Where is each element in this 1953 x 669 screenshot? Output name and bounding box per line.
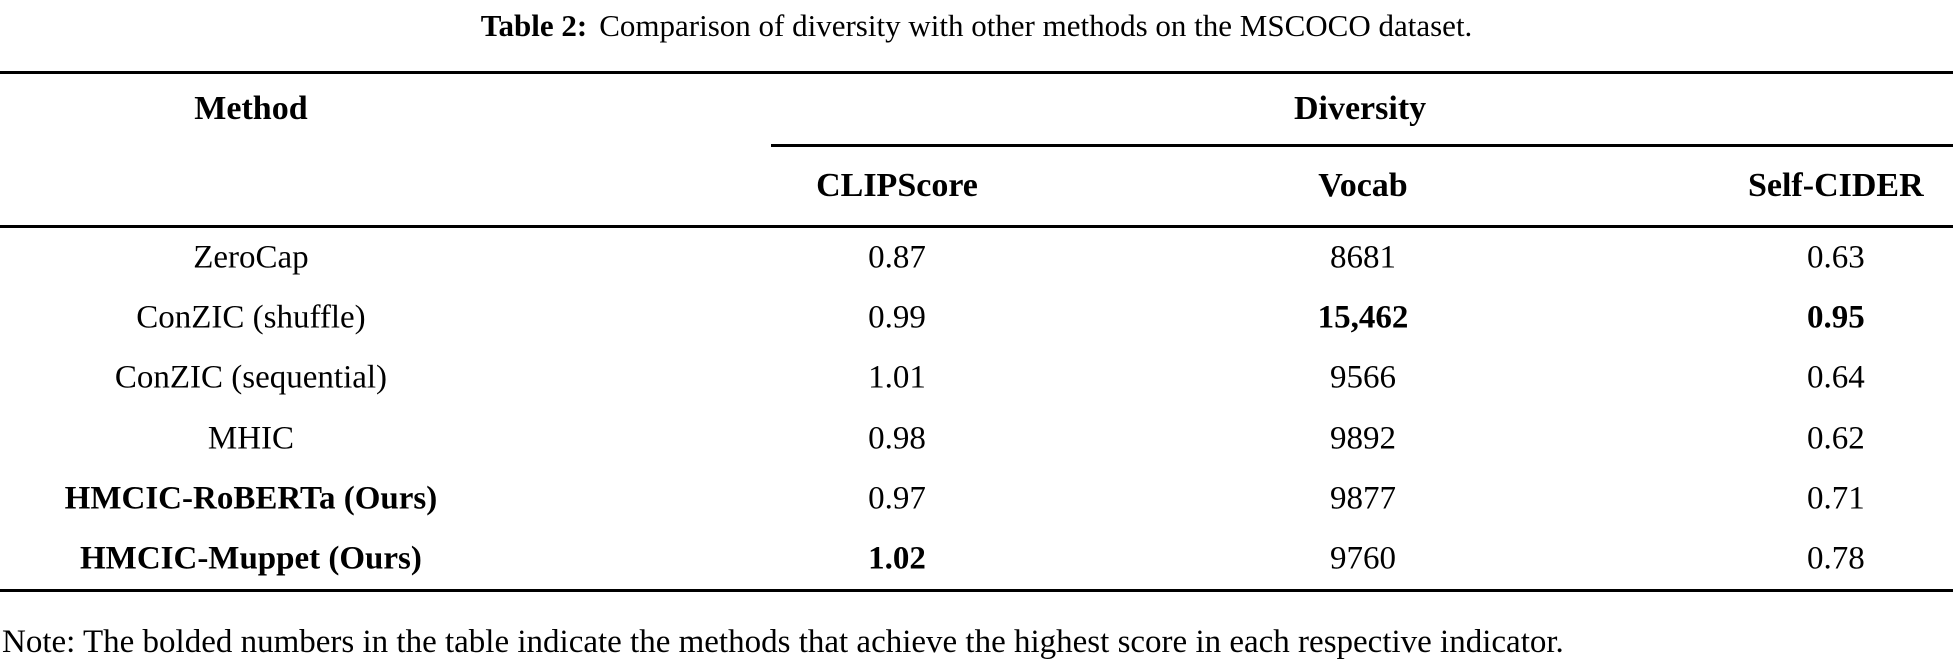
table-row-conzic-sequential: ConZIC (sequential) 1.01 9566 0.64 (0, 348, 1953, 408)
table-bottom-rule (0, 589, 1953, 592)
header-bottom-rule (0, 225, 1953, 228)
header-row-subcolumns: CLIPScore Vocab Self-CIDER (0, 147, 1953, 225)
table-caption: Table 2: Comparison of diversity with oth… (0, 6, 1953, 46)
method-cell: HMCIC-Muppet (Ours) (80, 540, 422, 577)
caption-text: Comparison of diversity with other metho… (599, 8, 1473, 43)
header-row-groups: Method Diversity (0, 74, 1953, 144)
clipscore-cell: 0.87 (868, 239, 926, 276)
table-row-hmcic-roberta: HMCIC-RoBERTa (Ours) 0.97 9877 0.71 (0, 469, 1953, 529)
clipscore-cell: 1.01 (868, 359, 926, 396)
table-body: ZeroCap 0.87 8681 0.63 ConZIC (shuffle) … (0, 228, 1953, 589)
table-row-hmcic-muppet: HMCIC-Muppet (Ours) 1.02 9760 0.78 (0, 529, 1953, 589)
caption-label: Table 2: (480, 8, 588, 43)
vocab-cell: 9760 (1329, 540, 1396, 577)
column-header-vocab: Vocab (1318, 167, 1408, 204)
vocab-cell: 9877 (1329, 480, 1396, 517)
table-row-zerocap: ZeroCap 0.87 8681 0.63 (0, 228, 1953, 288)
table-row-conzic-shuffle: ConZIC (shuffle) 0.99 15,462 0.95 (0, 288, 1953, 348)
column-header-clipscore: CLIPScore (816, 167, 978, 204)
self-cider-cell: 0.62 (1806, 420, 1865, 457)
column-group-header-diversity: Diversity (1293, 90, 1427, 127)
vocab-cell: 8681 (1329, 239, 1396, 276)
vocab-cell: 9566 (1329, 359, 1396, 396)
self-cider-cell: 0.95 (1806, 299, 1865, 336)
table-top-rule (0, 71, 1953, 74)
clipscore-cell: 0.98 (868, 420, 926, 457)
self-cider-cell: 0.64 (1806, 359, 1865, 396)
method-cell: ZeroCap (193, 239, 309, 276)
table-note: Note: The bolded numbers in the table in… (2, 624, 1564, 660)
method-cell: ConZIC (sequential) (114, 359, 388, 396)
method-cell: MHIC (207, 420, 295, 457)
self-cider-cell: 0.63 (1806, 239, 1865, 276)
column-header-self-cider: Self-CIDER (1747, 167, 1924, 204)
vocab-cell: 9892 (1329, 420, 1396, 457)
clipscore-cell: 0.97 (868, 480, 926, 517)
clipscore-cell: 0.99 (868, 299, 926, 336)
vocab-cell: 15,462 (1317, 299, 1409, 336)
table-row-mhic: MHIC 0.98 9892 0.62 (0, 408, 1953, 468)
column-header-method: Method (194, 90, 308, 127)
self-cider-cell: 0.71 (1806, 480, 1865, 517)
clipscore-cell: 1.02 (868, 540, 926, 577)
diversity-group-rule (771, 144, 1953, 147)
method-cell: HMCIC-RoBERTa (Ours) (64, 480, 438, 517)
method-cell: ConZIC (shuffle) (136, 299, 366, 336)
self-cider-cell: 0.78 (1806, 540, 1865, 577)
